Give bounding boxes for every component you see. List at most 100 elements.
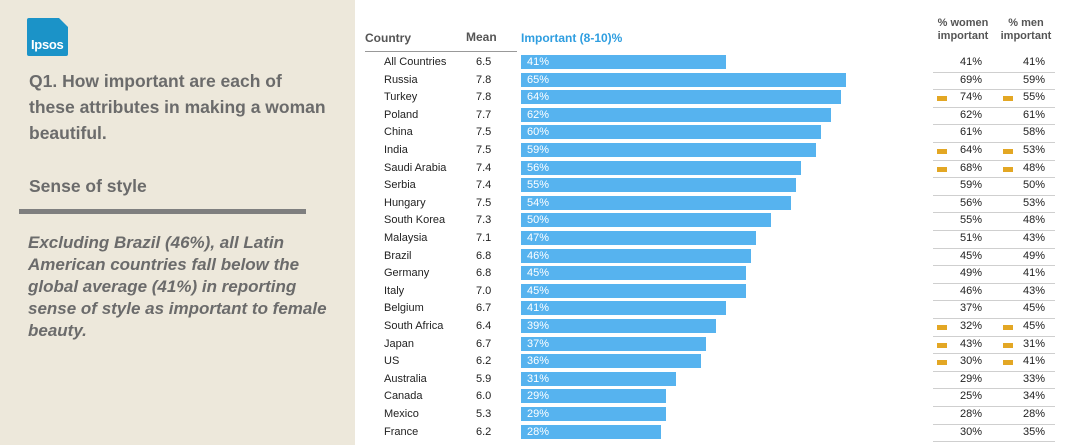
country-label: Belgium: [384, 302, 424, 315]
row-separator: [933, 212, 1055, 214]
chart-area: Country Mean Important (8-10)% % women i…: [355, 0, 1080, 445]
bar: 31%: [521, 371, 676, 386]
women-flag-mark: [937, 149, 947, 154]
men-important-value: 53%: [1023, 196, 1046, 209]
bar-value-label: 50%: [527, 214, 550, 227]
women-important-value: 46%: [960, 284, 983, 297]
mean-value: 7.8: [476, 91, 492, 104]
mean-value: 7.4: [476, 179, 492, 192]
country-label: France: [384, 425, 419, 438]
country-label: Brazil: [384, 249, 412, 262]
men-important-value: 55%: [1023, 91, 1046, 104]
women-important-value: 69%: [960, 73, 983, 86]
men-important-value: 35%: [1023, 425, 1046, 438]
women-flag-mark: [937, 96, 947, 102]
country-label: Germany: [384, 267, 430, 280]
country-label: Malaysia: [384, 232, 428, 244]
women-important-value: 37%: [960, 302, 983, 315]
men-flag-mark: [1003, 166, 1013, 172]
bar-value-label: 64%: [527, 91, 550, 104]
row-separator: [933, 423, 1055, 425]
mean-value: 6.8: [476, 249, 492, 262]
row-separator: [933, 335, 1055, 337]
country-label: China: [384, 126, 413, 139]
men-important-value: 59%: [1023, 73, 1046, 86]
mean-value: 6.4: [476, 320, 492, 332]
bar: 39%: [521, 319, 716, 333]
men-flag-mark: [1003, 360, 1013, 366]
mean-value: 7.1: [476, 232, 492, 244]
bar: 60%: [521, 125, 821, 140]
women-flag-mark: [937, 325, 947, 330]
header-important: Important (8-10)%: [521, 31, 623, 45]
bar: 47%: [521, 231, 756, 245]
row-separator: [933, 230, 1055, 231]
men-flag-mark: [1003, 149, 1013, 154]
logo-notch: [59, 18, 68, 27]
men-important-value: 31%: [1023, 337, 1046, 350]
header-women-important: % women important: [937, 17, 989, 42]
header-country: Country: [365, 31, 411, 45]
row-separator: [933, 388, 1055, 390]
mean-value: 5.9: [476, 372, 492, 385]
men-important-value: 45%: [1023, 320, 1046, 332]
mean-value: 6.8: [476, 267, 492, 280]
bar: 45%: [521, 266, 746, 281]
bar: 45%: [521, 283, 746, 298]
country-label: Italy: [384, 284, 405, 297]
women-important-value: 30%: [960, 355, 983, 368]
bar: 56%: [521, 160, 801, 175]
bar-value-label: 47%: [527, 232, 550, 244]
bar: 54%: [521, 195, 791, 210]
country-label: Poland: [384, 108, 419, 121]
country-label: Russia: [384, 73, 418, 86]
country-label: Hungary: [384, 196, 426, 209]
country-label: Turkey: [384, 91, 418, 104]
divider: [19, 209, 306, 214]
women-important-value: 29%: [960, 372, 983, 385]
bar-value-label: 29%: [527, 408, 550, 420]
men-flag-mark: [1003, 325, 1013, 330]
country-label: Serbia: [384, 179, 416, 192]
mean-value: 7.8: [476, 73, 492, 86]
row-separator: [933, 71, 1055, 73]
bar-value-label: 39%: [527, 320, 550, 332]
bar-value-label: 62%: [527, 108, 550, 121]
men-important-value: 48%: [1023, 214, 1046, 227]
bar: 28%: [521, 424, 661, 439]
bar-value-label: 36%: [527, 355, 550, 368]
mean-value: 7.7: [476, 108, 492, 121]
men-important-value: 41%: [1023, 355, 1046, 368]
header-mean: Mean: [466, 30, 497, 44]
bar-value-label: 60%: [527, 126, 550, 139]
bar: 50%: [521, 213, 771, 228]
bar-value-label: 37%: [527, 337, 550, 350]
bar: 64%: [521, 90, 841, 105]
row-separator: [933, 318, 1055, 319]
left-panel: Ipsos Q1. How important are each of thes…: [0, 0, 355, 445]
bar: 41%: [521, 55, 726, 69]
bar-value-label: 41%: [527, 302, 550, 315]
country-label: Canada: [384, 390, 423, 403]
logo-text: Ipsos: [31, 37, 64, 52]
bar-value-label: 54%: [527, 196, 550, 209]
bar-value-label: 31%: [527, 372, 550, 385]
row-separator: [933, 194, 1055, 196]
bar: 36%: [521, 354, 701, 369]
bar: 37%: [521, 336, 706, 351]
bar: 29%: [521, 389, 666, 404]
men-important-value: 28%: [1023, 408, 1046, 420]
row-separator: [933, 177, 1055, 179]
row-separator: [933, 282, 1055, 284]
country-label: Japan: [384, 337, 414, 350]
country-label: Australia: [384, 372, 427, 385]
men-flag-mark: [1003, 96, 1013, 102]
men-important-value: 49%: [1023, 249, 1046, 262]
men-important-value: 43%: [1023, 232, 1046, 244]
row-separator: [933, 89, 1055, 91]
women-important-value: 41%: [960, 56, 983, 68]
women-important-value: 25%: [960, 390, 983, 403]
women-important-value: 61%: [960, 126, 983, 139]
header-men-important: % men important: [1000, 17, 1052, 42]
header-rule: [365, 51, 517, 52]
